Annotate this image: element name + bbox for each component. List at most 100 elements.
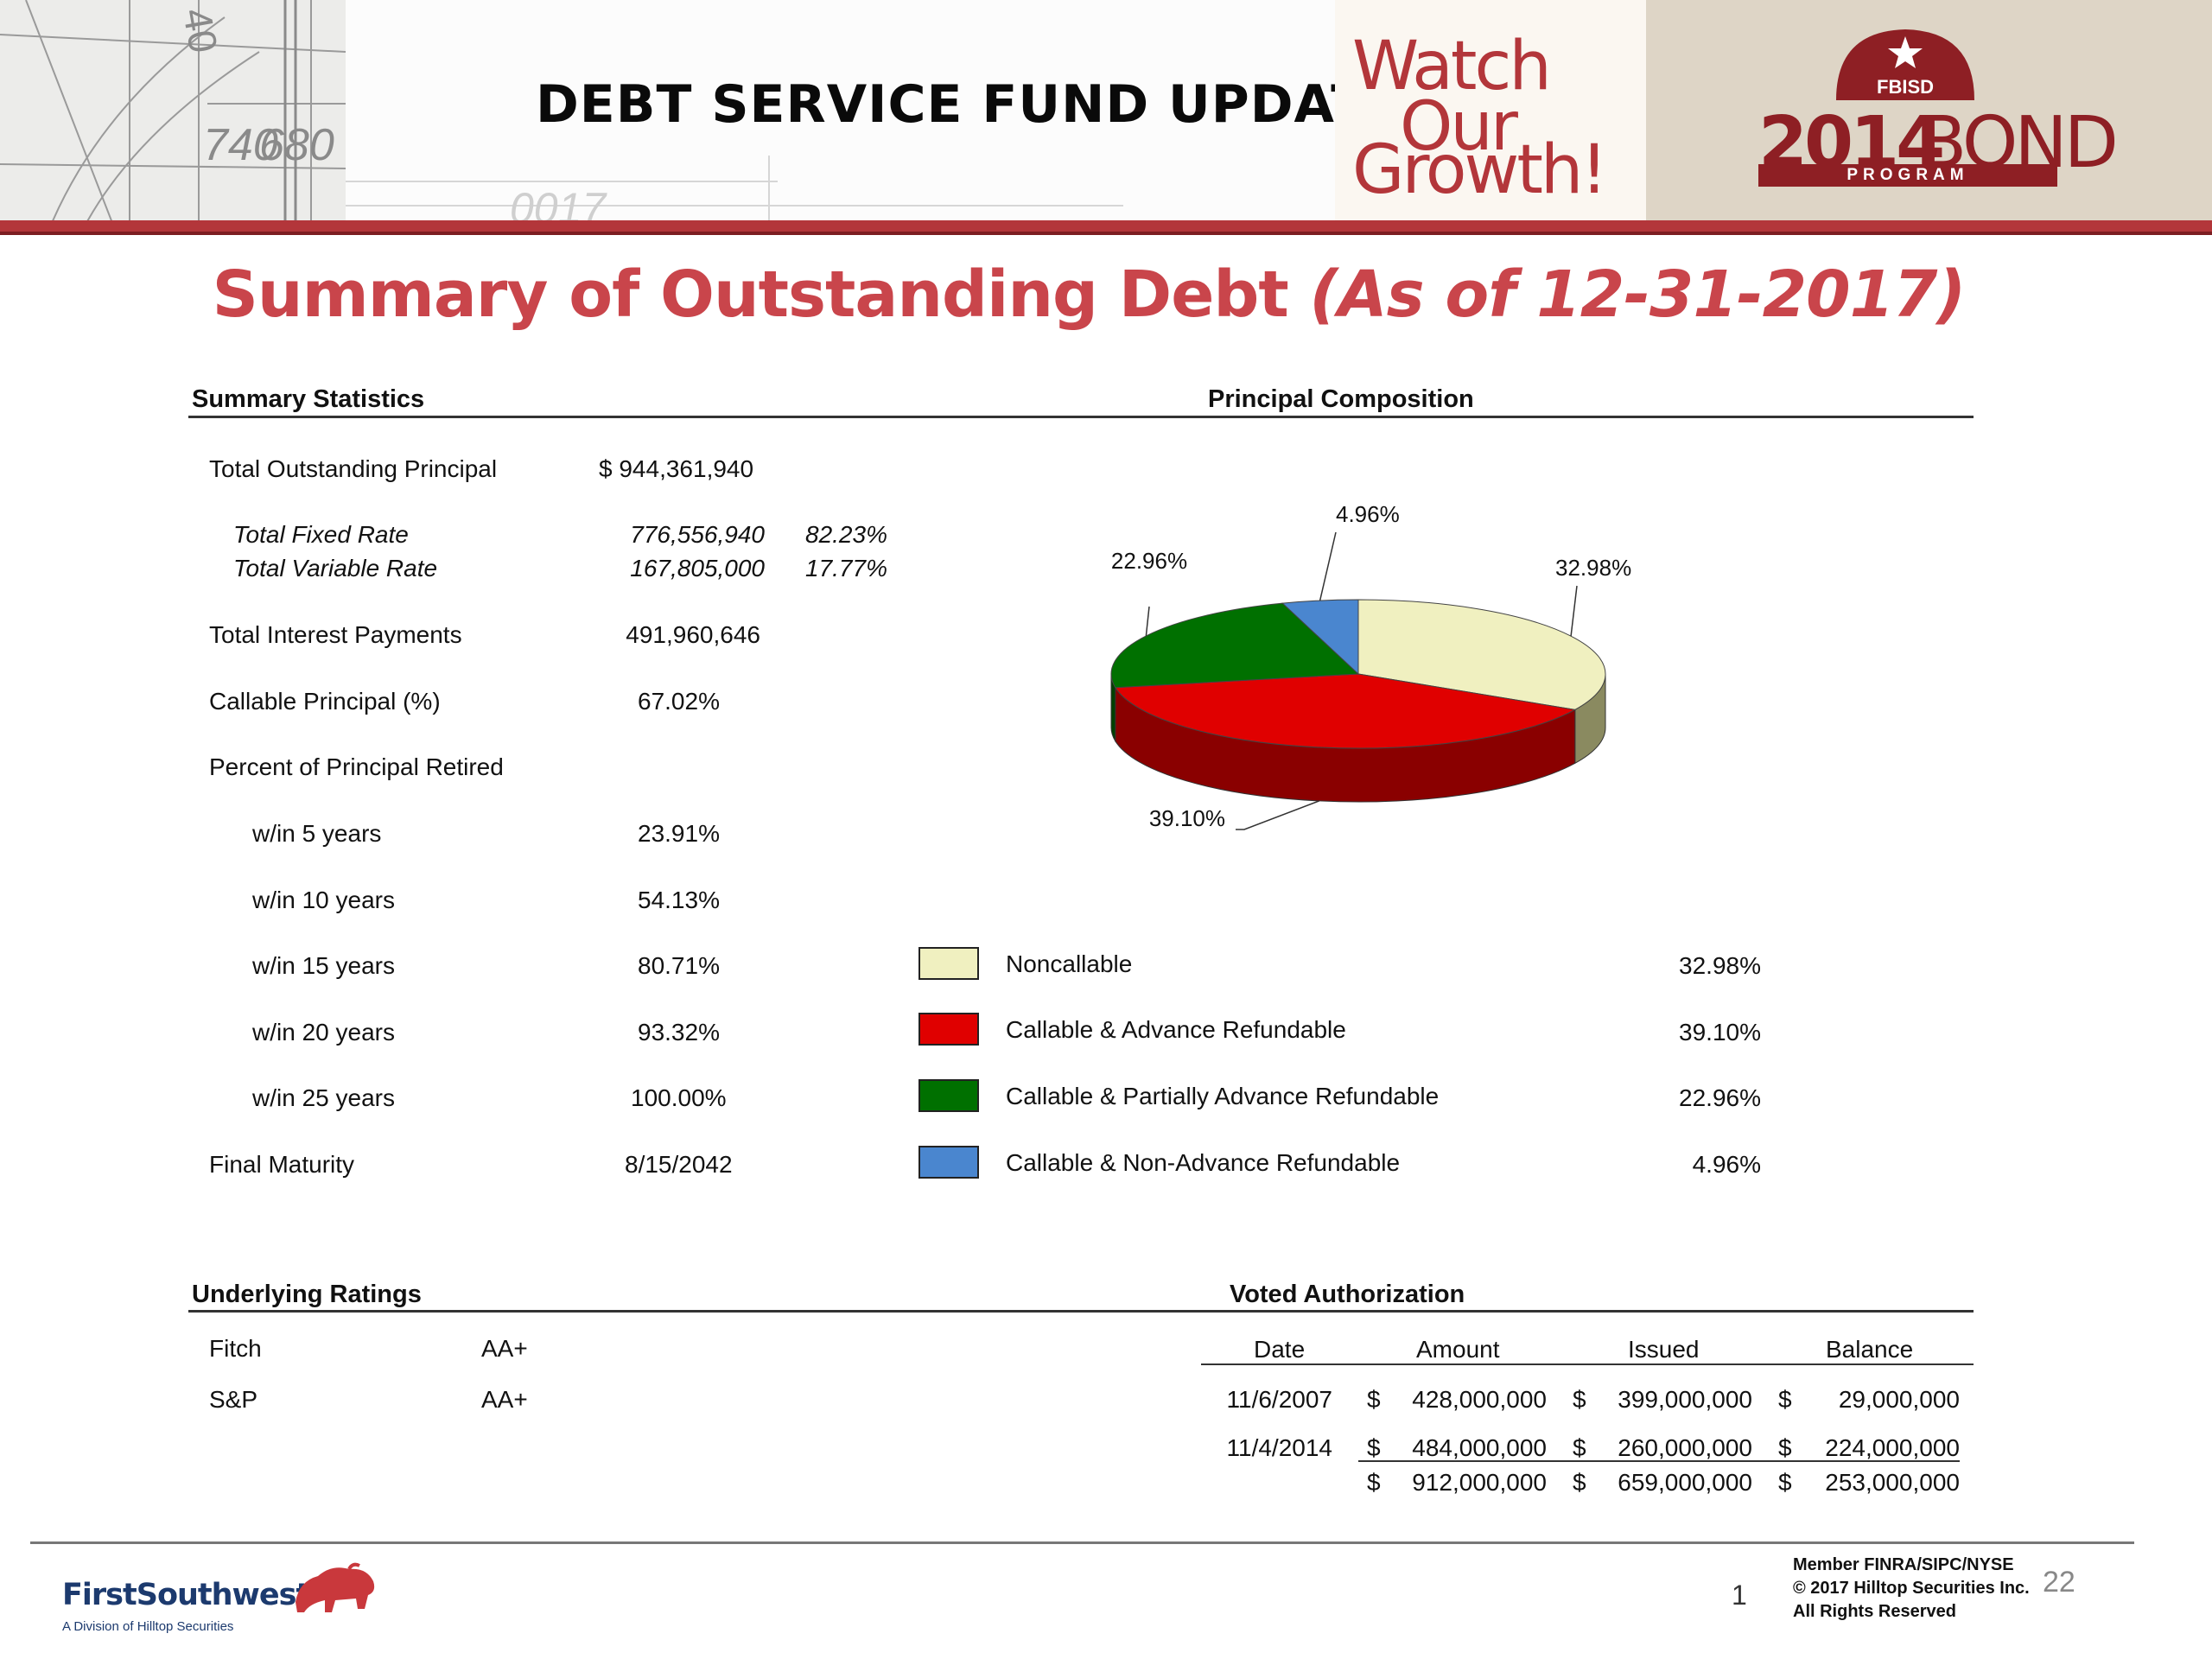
legend-value-noncallable: 32.98% bbox=[1679, 952, 1761, 979]
stat-label-20yr: w/in 20 years bbox=[252, 1019, 395, 1046]
legend-label-callable-non-advance: Callable & Non-Advance Refundable bbox=[1006, 1149, 1401, 1176]
stat-label-retired: Percent of Principal Retired bbox=[209, 753, 504, 780]
pie-slice-callable-non-advance bbox=[1281, 599, 1359, 676]
stat-value-20yr: 93.32% bbox=[638, 1019, 720, 1046]
legend-label-callable-partial: Callable & Partially Advance Refundable bbox=[1006, 1083, 1440, 1109]
footer-rule bbox=[30, 1541, 2134, 1544]
buffalo-icon bbox=[296, 1562, 375, 1612]
blueprint-mark-2: 680 bbox=[259, 120, 334, 170]
stat-value-total-outstanding: $ 944,361,940 bbox=[599, 455, 754, 482]
rating-agency-sp: S&P bbox=[209, 1386, 258, 1413]
va-row1-issued: 399,000,000 bbox=[1618, 1386, 1752, 1413]
growth-line-3: Growth! bbox=[1352, 131, 1608, 209]
va-total-balance: 253,000,000 bbox=[1825, 1469, 1960, 1496]
stat-value-10yr: 54.13% bbox=[638, 887, 720, 913]
voted-authorization-heading: Voted Authorization bbox=[1230, 1281, 1465, 1308]
watch-our-growth-panel bbox=[1335, 0, 1646, 223]
summary-statistics-heading: Summary Statistics bbox=[192, 385, 425, 413]
stat-label-15yr: w/in 15 years bbox=[252, 952, 395, 979]
legend-swatch-noncallable bbox=[918, 947, 979, 980]
header-banner: 740 680 40 0017 DEBT SERVICE FUND UPDATE… bbox=[0, 0, 2212, 235]
slide-number: 22 bbox=[2043, 1566, 2075, 1599]
stat-label-5yr: w/in 5 years bbox=[252, 820, 382, 847]
slide-title: Summary of Outstanding Debt (As of 12-31… bbox=[0, 257, 2177, 332]
blueprint-mark-3: 40 bbox=[175, 5, 226, 56]
pie-callout-line-callable-non-advance bbox=[1319, 531, 1337, 601]
stat-value-interest: 491,960,646 bbox=[626, 621, 760, 648]
header-red-band bbox=[0, 220, 2212, 235]
va-row1-balance: 29,000,000 bbox=[1838, 1386, 1960, 1413]
va-row2-issued: 260,000,000 bbox=[1618, 1434, 1752, 1461]
pie-slice-callable-advance bbox=[1114, 673, 1577, 749]
growth-line-2: Our bbox=[1400, 88, 1518, 166]
slide-title-date: (As of 12-31-2017) bbox=[1309, 257, 1967, 332]
va-total-issued: 659,000,000 bbox=[1618, 1469, 1752, 1496]
va-row2-issued-currency: $ bbox=[1573, 1434, 1586, 1461]
principal-composition-pie: 32.98% 39.10% 22.96% 4.96% bbox=[1110, 501, 1631, 831]
slide-title-main: Summary of Outstanding Debt bbox=[212, 257, 1310, 332]
blueprint-graphic: 740 680 40 bbox=[0, 0, 346, 223]
va-total-issued-currency: $ bbox=[1573, 1469, 1586, 1496]
firstsouthwest-logo: FirstSouthwest bbox=[62, 1578, 310, 1612]
stat-label-final-maturity: Final Maturity bbox=[209, 1151, 355, 1178]
stat-label-fixed-rate: Total Fixed Rate bbox=[233, 521, 409, 548]
pie-slice-callable-partial bbox=[1110, 602, 1360, 689]
va-total-amount: 912,000,000 bbox=[1412, 1469, 1547, 1496]
rating-value-sp: AA+ bbox=[481, 1386, 528, 1413]
header-title-area: 0017 bbox=[346, 0, 1335, 232]
pie-label-callable-non-advance: 4.96% bbox=[1336, 501, 1400, 527]
top-section-rule bbox=[188, 416, 1974, 418]
legend-label-callable-advance: Callable & Advance Refundable bbox=[1006, 1016, 1346, 1043]
page-number: 1 bbox=[1732, 1580, 1747, 1611]
pie-label-callable-advance: 39.10% bbox=[1149, 805, 1225, 831]
underlying-ratings-heading: Underlying Ratings bbox=[192, 1281, 422, 1308]
stat-value-25yr: 100.00% bbox=[631, 1084, 727, 1111]
va-row1-balance-currency: $ bbox=[1778, 1386, 1792, 1413]
header-title: DEBT SERVICE FUND UPDATE bbox=[536, 74, 1404, 135]
rating-agency-fitch: Fitch bbox=[209, 1335, 262, 1362]
va-row2-amount-currency: $ bbox=[1367, 1434, 1381, 1461]
stat-value-final-maturity: 8/15/2042 bbox=[625, 1151, 733, 1178]
stat-value-variable-rate: 167,805,000 bbox=[630, 555, 765, 582]
stat-value-15yr: 80.71% bbox=[638, 952, 720, 979]
va-col-date: Date bbox=[1254, 1336, 1306, 1363]
va-row2-amount: 484,000,000 bbox=[1412, 1434, 1547, 1461]
legend-value-callable-advance: 39.10% bbox=[1679, 1019, 1761, 1046]
va-total-rule bbox=[1358, 1460, 1960, 1462]
legend-value-callable-non-advance: 4.96% bbox=[1692, 1151, 1761, 1178]
pie-label-callable-partial: 22.96% bbox=[1111, 548, 1187, 574]
principal-composition-heading: Principal Composition bbox=[1208, 385, 1474, 413]
fbisd-badge-text: FBISD bbox=[1877, 76, 1934, 98]
stat-pct-fixed-rate: 82.23% bbox=[805, 521, 887, 548]
bottom-section-rule bbox=[188, 1310, 1974, 1313]
stat-pct-variable-rate: 17.77% bbox=[805, 555, 887, 582]
stat-label-variable-rate: Total Variable Rate bbox=[233, 555, 438, 582]
va-row2-balance: 224,000,000 bbox=[1825, 1434, 1960, 1461]
blueprint-lines: 740 680 40 bbox=[0, 0, 346, 223]
pie-callout-line-callable-partial bbox=[1145, 606, 1150, 637]
va-row1-amount-currency: $ bbox=[1367, 1386, 1381, 1413]
stat-label-total-outstanding: Total Outstanding Principal bbox=[209, 455, 498, 482]
stat-label-interest: Total Interest Payments bbox=[209, 621, 462, 648]
va-row2-date: 11/4/2014 bbox=[1226, 1434, 1333, 1461]
va-header-rule bbox=[1201, 1363, 1974, 1365]
legend-swatch-callable-partial bbox=[918, 1079, 979, 1112]
stat-label-callable: Callable Principal (%) bbox=[209, 688, 441, 715]
pie-label-noncallable: 32.98% bbox=[1555, 555, 1631, 581]
pie-callout-line-callable-advance bbox=[1236, 800, 1319, 830]
pie-callout-line-noncallable bbox=[1570, 585, 1578, 637]
legend-label-noncallable: Noncallable bbox=[1006, 950, 1133, 977]
growth-line-1: Watch bbox=[1352, 28, 1552, 105]
fbisd-helmet-icon: FBISD bbox=[1827, 24, 1983, 106]
va-total-balance-currency: $ bbox=[1778, 1469, 1792, 1496]
va-total-amount-currency: $ bbox=[1367, 1469, 1381, 1496]
stat-label-10yr: w/in 10 years bbox=[252, 887, 395, 913]
disclaimer-line-1: Member FINRA/SIPC/NYSE bbox=[1793, 1555, 2014, 1574]
stat-value-5yr: 23.91% bbox=[638, 820, 720, 847]
blueprint-mark-1: 740 bbox=[203, 120, 278, 170]
legend-value-callable-partial: 22.96% bbox=[1679, 1084, 1761, 1111]
stat-value-callable: 67.02% bbox=[638, 688, 720, 715]
va-row1-date: 11/6/2007 bbox=[1226, 1386, 1333, 1413]
va-row2-balance-currency: $ bbox=[1778, 1434, 1792, 1461]
va-col-balance: Balance bbox=[1826, 1336, 1914, 1363]
